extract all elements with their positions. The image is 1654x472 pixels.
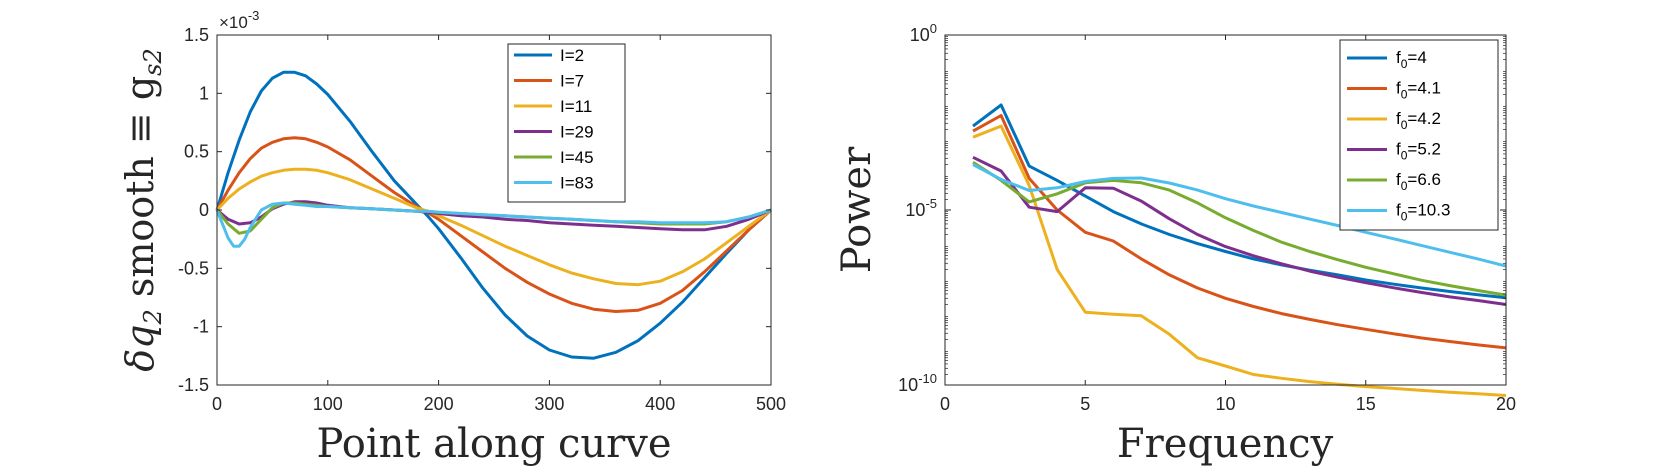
left-x-axis-label: Point along curve — [316, 421, 671, 467]
right-series-line — [972, 155, 1507, 306]
left-y-tick-label: -1.5 — [178, 375, 209, 395]
right-y-tick-label: 10-5 — [905, 196, 937, 220]
right-x-tick-label: 0 — [940, 394, 950, 414]
right-legend-box — [1339, 39, 1499, 231]
right-x-axis-label: Frequency — [1117, 421, 1334, 467]
left-x-tick-label: 200 — [424, 394, 454, 414]
left-x-tick-label: 100 — [313, 394, 343, 414]
left-legend-label: I=7 — [560, 72, 584, 91]
right-legend-label: f0=4 — [1396, 48, 1427, 71]
left-y-tick-label: -1 — [193, 317, 209, 337]
right-legend-label: f0=10.3 — [1396, 201, 1450, 224]
left-legend-label: I=29 — [560, 123, 594, 142]
right-legend-label: f0=4.2 — [1396, 109, 1441, 132]
left-legend-label: I=2 — [560, 46, 584, 65]
chart-left: 0 100 200 300 400 500 -1.5 -1 -0.5 0 0.5 1 1.5 ×10-… — [118, 8, 786, 467]
right-legend-label: f0=5.2 — [1396, 140, 1441, 163]
left-x-tick-label: 300 — [534, 394, 564, 414]
right-y-axis-label: Power — [834, 146, 880, 273]
right-series-group — [972, 103, 1507, 397]
left-series-line — [215, 136, 772, 313]
chart-right: 0 5 10 15 20 100 10-5 10-10 Frequency Power f0… — [834, 21, 1516, 467]
left-series-group — [215, 70, 772, 360]
right-x-tick-label: 20 — [1496, 394, 1516, 414]
left-x-tick-label: 500 — [756, 394, 786, 414]
left-legend-label: I=11 — [560, 97, 592, 116]
right-legend: f0=4 f0=4.1 f0=4.2 f0=5.2 f0=6.6 f0=10.3 — [1339, 39, 1499, 231]
left-x-ticks: 0 100 200 300 400 500 — [212, 35, 786, 414]
left-legend-box — [507, 43, 626, 203]
right-legend-label: f0=6.6 — [1396, 170, 1441, 193]
left-y-axis-label: δq2 smooth ≡ gs2 — [118, 48, 167, 372]
right-x-tick-label: 10 — [1215, 394, 1235, 414]
left-legend: I=2 I=7 I=11 I=29 I=45 I=83 — [507, 43, 626, 203]
left-y-tick-label: 1 — [199, 83, 209, 103]
right-x-tick-label: 5 — [1080, 394, 1090, 414]
right-series-line — [972, 163, 1507, 268]
left-series-line — [215, 201, 772, 248]
right-x-ticks: 0 5 10 15 20 — [940, 35, 1516, 414]
left-y-ticks: -1.5 -1 -0.5 0 0.5 1 1.5 — [178, 25, 771, 395]
left-y-tick-label: 0.5 — [184, 142, 209, 162]
y-scale-factor: ×10-3 — [219, 8, 259, 32]
right-series-line — [972, 161, 1507, 297]
right-series-line — [972, 124, 1507, 397]
left-series-line — [215, 70, 772, 360]
right-y-tick-label: 10-10 — [898, 371, 937, 395]
plot-area-left — [217, 35, 771, 385]
right-x-tick-label: 15 — [1356, 394, 1376, 414]
left-y-tick-label: 1.5 — [184, 25, 209, 45]
right-legend-label: f0=4.1 — [1396, 79, 1441, 102]
left-legend-label: I=83 — [560, 174, 594, 193]
right-y-ticks: 100 10-5 10-10 — [898, 21, 1506, 395]
left-x-tick-label: 400 — [645, 394, 675, 414]
right-y-tick-label: 100 — [910, 21, 937, 45]
left-x-tick-label: 0 — [212, 394, 222, 414]
left-y-tick-label: -0.5 — [178, 258, 209, 278]
left-y-tick-label: 0 — [199, 200, 209, 220]
right-series-line — [972, 114, 1507, 350]
right-series-line — [972, 103, 1507, 300]
left-legend-label: I=45 — [560, 148, 594, 167]
